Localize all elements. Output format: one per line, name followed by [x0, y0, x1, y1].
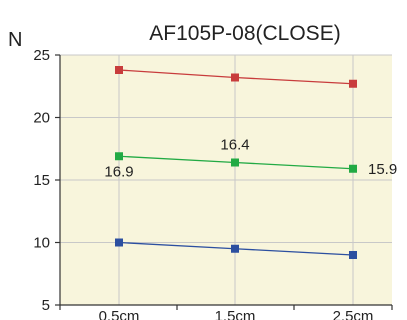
y-tick-label: 15: [33, 172, 50, 189]
data-label: 16.4: [220, 137, 249, 154]
data-point-marker: [115, 66, 123, 74]
x-tick-label: 2.5cm: [333, 308, 374, 320]
chart-title: AF105P-08(CLOSE): [149, 22, 340, 45]
x-tick-label: 1.5cm: [215, 308, 256, 320]
data-label: 16.9: [104, 163, 133, 180]
y-tick-label: 5: [42, 297, 50, 314]
data-point-marker: [231, 158, 239, 167]
y-axis-ticks: 5 10 15 20 25: [33, 47, 60, 314]
y-tick-label: 10: [33, 235, 50, 252]
data-point-marker: [115, 152, 123, 161]
data-point-marker: [349, 164, 357, 173]
data-point-marker: [349, 79, 357, 88]
y-tick-label: 25: [33, 47, 50, 64]
data-labels: 16.9 16.4 15.9: [104, 137, 397, 181]
data-label: 15.9: [368, 161, 397, 178]
x-axis-ticks: 0.5cm 1.5cm 2.5cm: [59, 305, 393, 320]
data-point-marker: [349, 251, 357, 259]
y-axis-unit-label: N: [8, 29, 22, 51]
data-point-marker: [231, 73, 239, 82]
data-point-marker: [115, 238, 123, 247]
series-group: [115, 66, 357, 259]
x-tick-label: 0.5cm: [99, 308, 140, 320]
data-point-marker: [231, 244, 239, 253]
y-tick-label: 20: [33, 110, 50, 127]
